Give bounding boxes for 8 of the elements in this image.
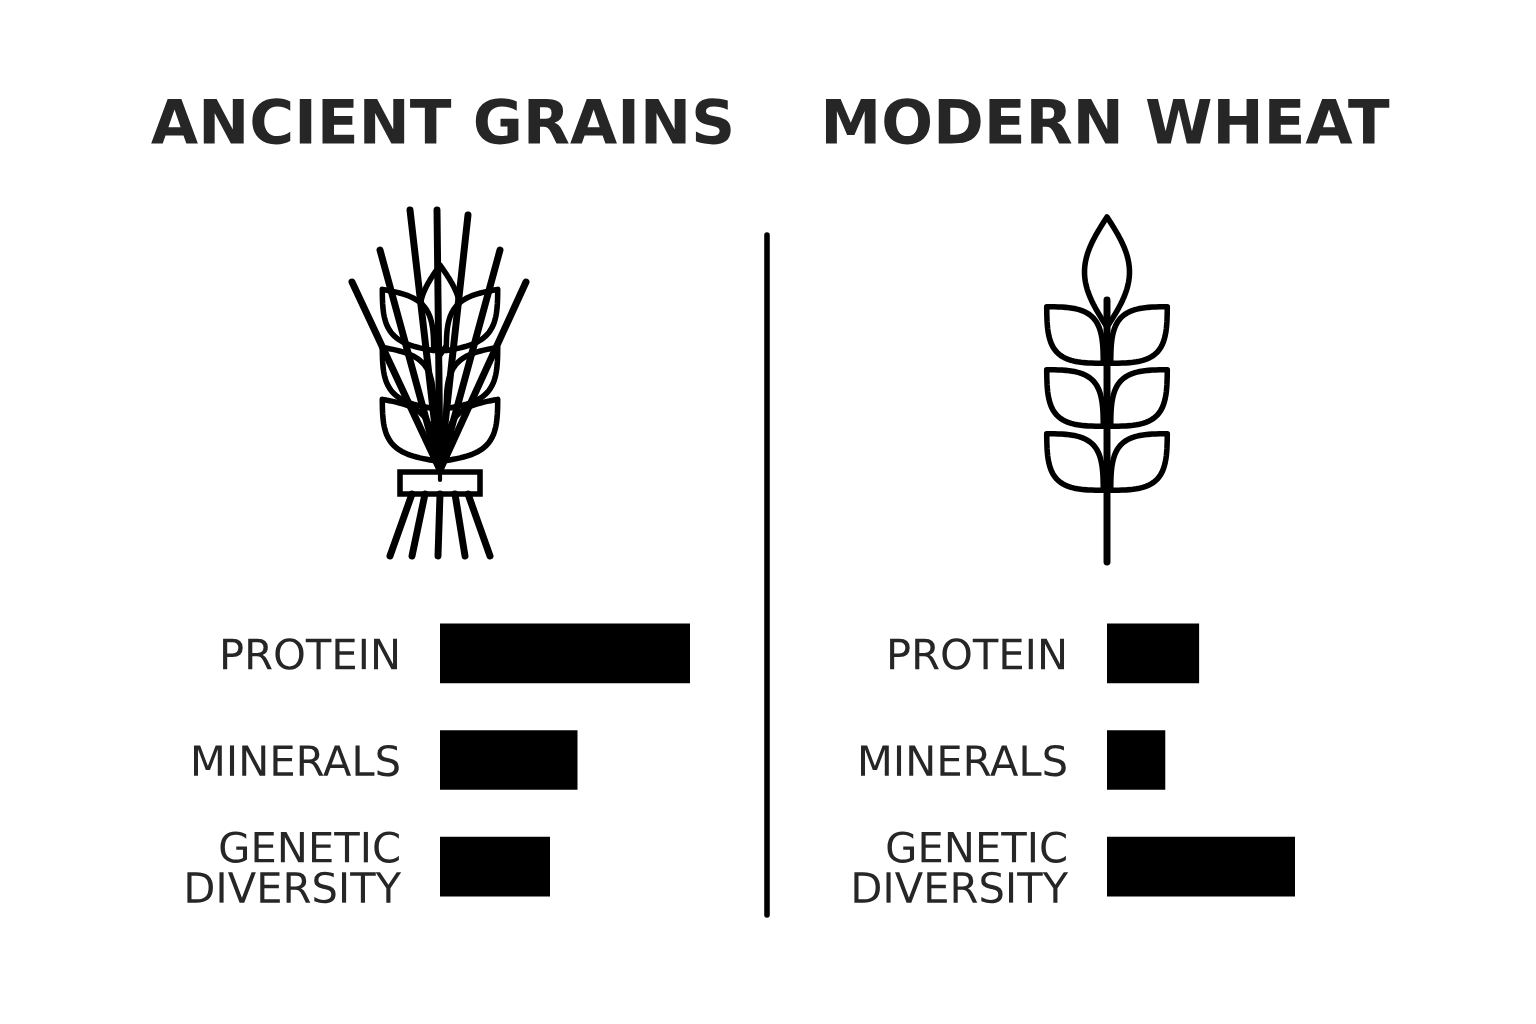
chart-title: ANCIENT GRAINS — [151, 98, 731, 145]
chart-title: MODERN WHEAT — [825, 98, 1390, 145]
y-tick-label: PROTEIN — [890, 638, 1065, 670]
y-tick-label: MINERALS — [861, 744, 1066, 777]
y-tick-label: PROTEIN — [223, 638, 398, 670]
y-tick-label: MINERALS — [194, 744, 399, 777]
y-tick-label: GENETIC DIVERSITY — [854, 831, 1069, 904]
y-tick-label: GENETIC DIVERSITY — [187, 831, 402, 904]
